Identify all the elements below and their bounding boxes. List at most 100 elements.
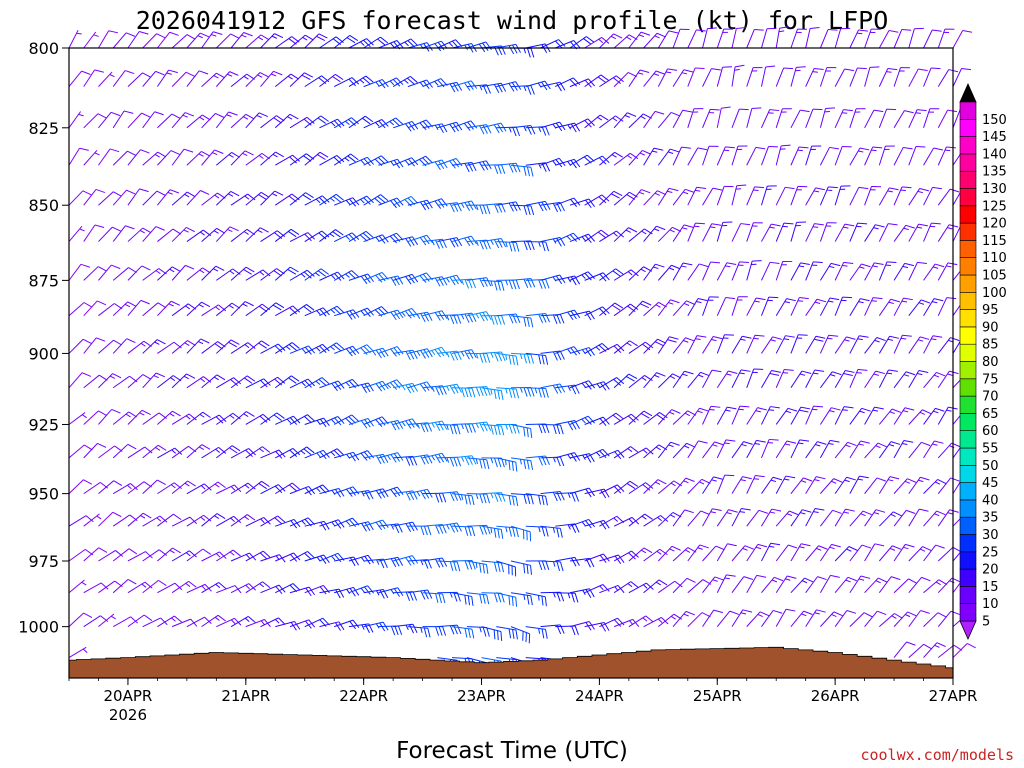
barb-feather: [423, 349, 430, 358]
barb-feather: [85, 515, 94, 523]
wind-barb: [790, 334, 808, 354]
wind-barb: [142, 444, 167, 459]
wind-barb: [496, 241, 520, 252]
barb-feather: [393, 310, 401, 320]
barb-staff: [171, 265, 186, 281]
wind-barb: [775, 108, 792, 128]
wind-barb: [893, 110, 914, 129]
barb-staff: [68, 479, 84, 494]
barb-feather: [292, 154, 300, 162]
wind-barb: [540, 39, 566, 49]
barb-feather: [216, 72, 225, 79]
wind-barb: [452, 626, 475, 639]
barb-feather: [801, 370, 812, 374]
barb-feather: [512, 527, 516, 537]
wind-barb: [127, 72, 152, 87]
barb-feather: [317, 270, 327, 277]
barb-feather: [859, 147, 870, 151]
barb-half-feather: [552, 238, 557, 244]
barb-feather: [139, 31, 149, 35]
wind-barb: [643, 579, 668, 594]
barb-feather: [530, 387, 535, 397]
wind-barb: [378, 452, 404, 463]
barb-staff: [215, 33, 231, 49]
barb-feather: [948, 224, 959, 228]
barb-half-feather: [169, 549, 175, 554]
colorbar-swatch: [959, 586, 977, 605]
barb-staff: [83, 113, 99, 129]
barb-half-feather: [698, 374, 704, 378]
barb-feather: [471, 278, 477, 289]
terrain-profile: [68, 646, 954, 679]
wind-barb: [599, 617, 625, 628]
barb-half-feather: [610, 35, 617, 40]
barb-half-feather: [227, 228, 233, 232]
wind-barb: [687, 108, 704, 128]
barb-feather: [614, 555, 622, 565]
barb-feather: [83, 444, 93, 451]
barb-feather: [201, 114, 211, 121]
barb-feather: [644, 513, 653, 520]
barb-half-feather: [845, 579, 851, 583]
wind-barb: [643, 616, 669, 628]
x-tick-label: 25APR: [693, 687, 742, 705]
barb-feather: [127, 301, 137, 307]
barb-feather: [408, 158, 415, 167]
wind-barb: [790, 439, 810, 459]
wind-barb: [761, 576, 784, 594]
colorbar-swatch: [959, 430, 977, 449]
wind-barb: [923, 478, 947, 494]
barb-half-feather: [903, 227, 909, 231]
barb-feather: [404, 310, 412, 319]
barb-half-feather: [230, 486, 236, 491]
barb-half-feather: [446, 277, 450, 283]
wind-barb: [908, 476, 930, 494]
wind-barb: [613, 446, 639, 459]
barb-feather: [350, 153, 359, 161]
wind-barb: [260, 115, 285, 129]
barb-feather: [345, 348, 353, 357]
barb-feather: [628, 227, 638, 233]
barb-staff: [908, 68, 919, 87]
wind-barb: [864, 262, 884, 281]
wind-barb: [657, 30, 679, 49]
wind-barb: [761, 508, 782, 527]
barb-feather: [598, 157, 607, 165]
wind-barb: [657, 299, 680, 317]
wind-barb: [407, 422, 433, 433]
barb-feather: [640, 31, 651, 36]
wind-barb: [201, 72, 225, 87]
wind-barb: [834, 336, 856, 354]
wind-barb: [289, 551, 315, 562]
barb-feather: [453, 314, 458, 324]
barb-feather: [186, 191, 196, 198]
barb-feather: [829, 146, 839, 150]
barb-half-feather: [359, 79, 365, 84]
barb-feather: [828, 186, 838, 189]
barb-feather: [545, 423, 550, 434]
barb-feather: [426, 199, 433, 209]
barb-feather: [247, 616, 256, 623]
barb-feather: [714, 441, 724, 446]
barb-staff: [908, 577, 922, 594]
wind-barb: [540, 560, 564, 572]
wind-barb: [466, 493, 491, 504]
barb-feather: [773, 609, 783, 614]
barb-feather: [559, 456, 565, 467]
barb-feather: [874, 406, 884, 410]
barb-staff: [893, 110, 905, 129]
barb-half-feather: [581, 274, 586, 279]
barb-half-feather: [331, 555, 336, 561]
wind-barb: [746, 28, 764, 49]
barb-feather: [570, 557, 577, 567]
barb-feather: [890, 441, 901, 445]
colorbar-swatch: [959, 603, 977, 622]
barb-staff: [112, 616, 131, 628]
barb-feather: [307, 378, 315, 387]
colorbar-label: 105: [982, 269, 1007, 284]
wind-barb: [893, 297, 913, 316]
barb-half-feather: [566, 235, 572, 241]
barb-feather: [468, 423, 473, 433]
barb-staff: [849, 612, 865, 628]
wind-barb: [437, 121, 463, 133]
